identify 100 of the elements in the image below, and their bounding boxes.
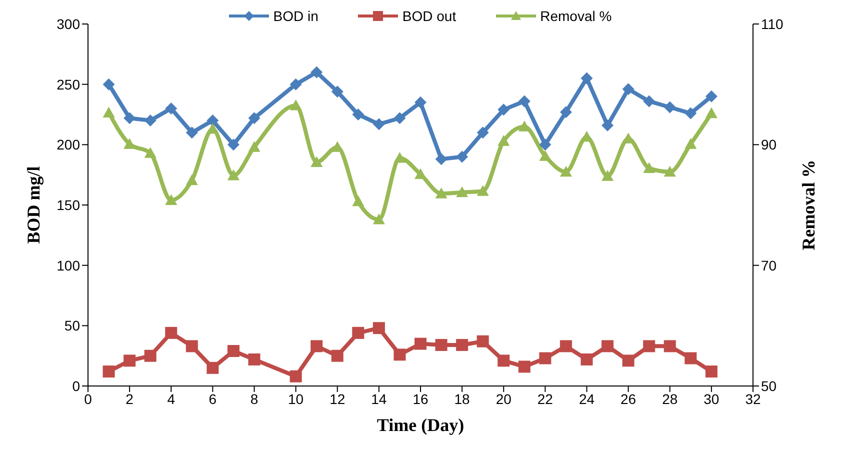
x-tick-label: 2: [126, 390, 134, 407]
point: [435, 153, 448, 166]
point: [560, 166, 572, 177]
y2-tick-label: 90: [761, 136, 777, 153]
point: [124, 354, 136, 367]
point: [622, 354, 634, 367]
point: [394, 348, 406, 361]
point: [602, 119, 614, 132]
point: [227, 345, 240, 358]
point: [290, 99, 302, 110]
point: [664, 166, 676, 177]
point: [643, 95, 656, 108]
point: [331, 86, 344, 98]
point: [498, 354, 510, 367]
point: [435, 188, 448, 198]
point: [705, 90, 718, 102]
point: [144, 147, 156, 158]
point: [705, 107, 718, 118]
point: [580, 72, 593, 84]
point: [352, 326, 364, 339]
point: [664, 101, 676, 114]
point: [456, 338, 468, 351]
x-tick-label: 6: [208, 390, 217, 407]
legend-label: Removal %: [540, 8, 612, 24]
x-tick-label: 30: [704, 390, 720, 407]
point: [476, 126, 489, 139]
point: [498, 104, 510, 116]
x-tick-label: 26: [620, 390, 636, 407]
y-tick-label: 100: [56, 257, 80, 274]
point: [394, 152, 406, 163]
x-tick-label: 14: [371, 390, 387, 407]
point: [290, 78, 302, 90]
y-tick-label: 0: [72, 378, 80, 394]
y-tick-label: 150: [56, 196, 80, 213]
y-tick-label: 250: [56, 76, 80, 92]
point: [518, 360, 530, 373]
legend-label: BOD out: [402, 8, 456, 24]
point: [186, 174, 198, 186]
point: [186, 340, 198, 352]
x-tick-label: 0: [84, 390, 92, 407]
x-tick-label: 28: [662, 390, 678, 407]
point: [414, 168, 426, 180]
point: [705, 366, 718, 378]
y2-tick-label: 50: [761, 378, 777, 394]
point: [165, 194, 178, 205]
x-tick-label: 10: [288, 390, 304, 407]
point: [165, 326, 178, 339]
point: [456, 150, 468, 163]
point: [539, 352, 552, 364]
x-tick-label: 32: [745, 390, 761, 407]
y-tick-label: 300: [56, 16, 80, 32]
point: [310, 340, 323, 352]
point: [539, 150, 552, 161]
x-tick-label: 18: [454, 390, 470, 407]
point: [227, 169, 240, 180]
point: [394, 112, 406, 124]
point: [310, 66, 323, 78]
point: [539, 138, 552, 151]
y-tick-label: 50: [64, 318, 80, 334]
point: [684, 352, 697, 364]
point: [102, 366, 115, 378]
point: [352, 195, 364, 206]
point: [165, 102, 178, 114]
y2-tick-label: 110: [761, 16, 784, 32]
x-tick-label: 8: [250, 390, 258, 407]
point: [248, 141, 260, 152]
point: [248, 353, 260, 366]
point: [372, 118, 385, 130]
point: [227, 138, 240, 151]
point: [602, 170, 614, 181]
point: [144, 350, 156, 362]
point: [643, 162, 656, 173]
point: [518, 95, 530, 108]
x-axis-title: Time (Day): [376, 415, 464, 435]
x-tick-label: 24: [578, 390, 595, 407]
point: [498, 135, 510, 146]
point: [102, 78, 115, 90]
point: [643, 340, 656, 352]
point: [206, 362, 219, 374]
x-tick-label: 20: [496, 390, 512, 407]
point: [248, 112, 260, 124]
point: [476, 335, 489, 348]
point: [206, 114, 219, 127]
x-tick-label: 16: [412, 390, 428, 407]
point: [684, 138, 697, 149]
point: [372, 322, 385, 334]
point: [186, 126, 198, 139]
point: [144, 114, 156, 127]
point: [414, 96, 426, 108]
x-tick-label: 22: [537, 390, 554, 407]
y-tick-label: 200: [56, 136, 80, 153]
y2-axis-title: Removal %: [798, 160, 818, 250]
point: [124, 112, 136, 124]
point: [372, 213, 385, 224]
point: [331, 350, 344, 362]
point: [580, 353, 593, 366]
point: [310, 156, 323, 167]
point: [622, 83, 634, 96]
x-tick-label: 12: [330, 390, 346, 407]
point: [602, 340, 614, 352]
